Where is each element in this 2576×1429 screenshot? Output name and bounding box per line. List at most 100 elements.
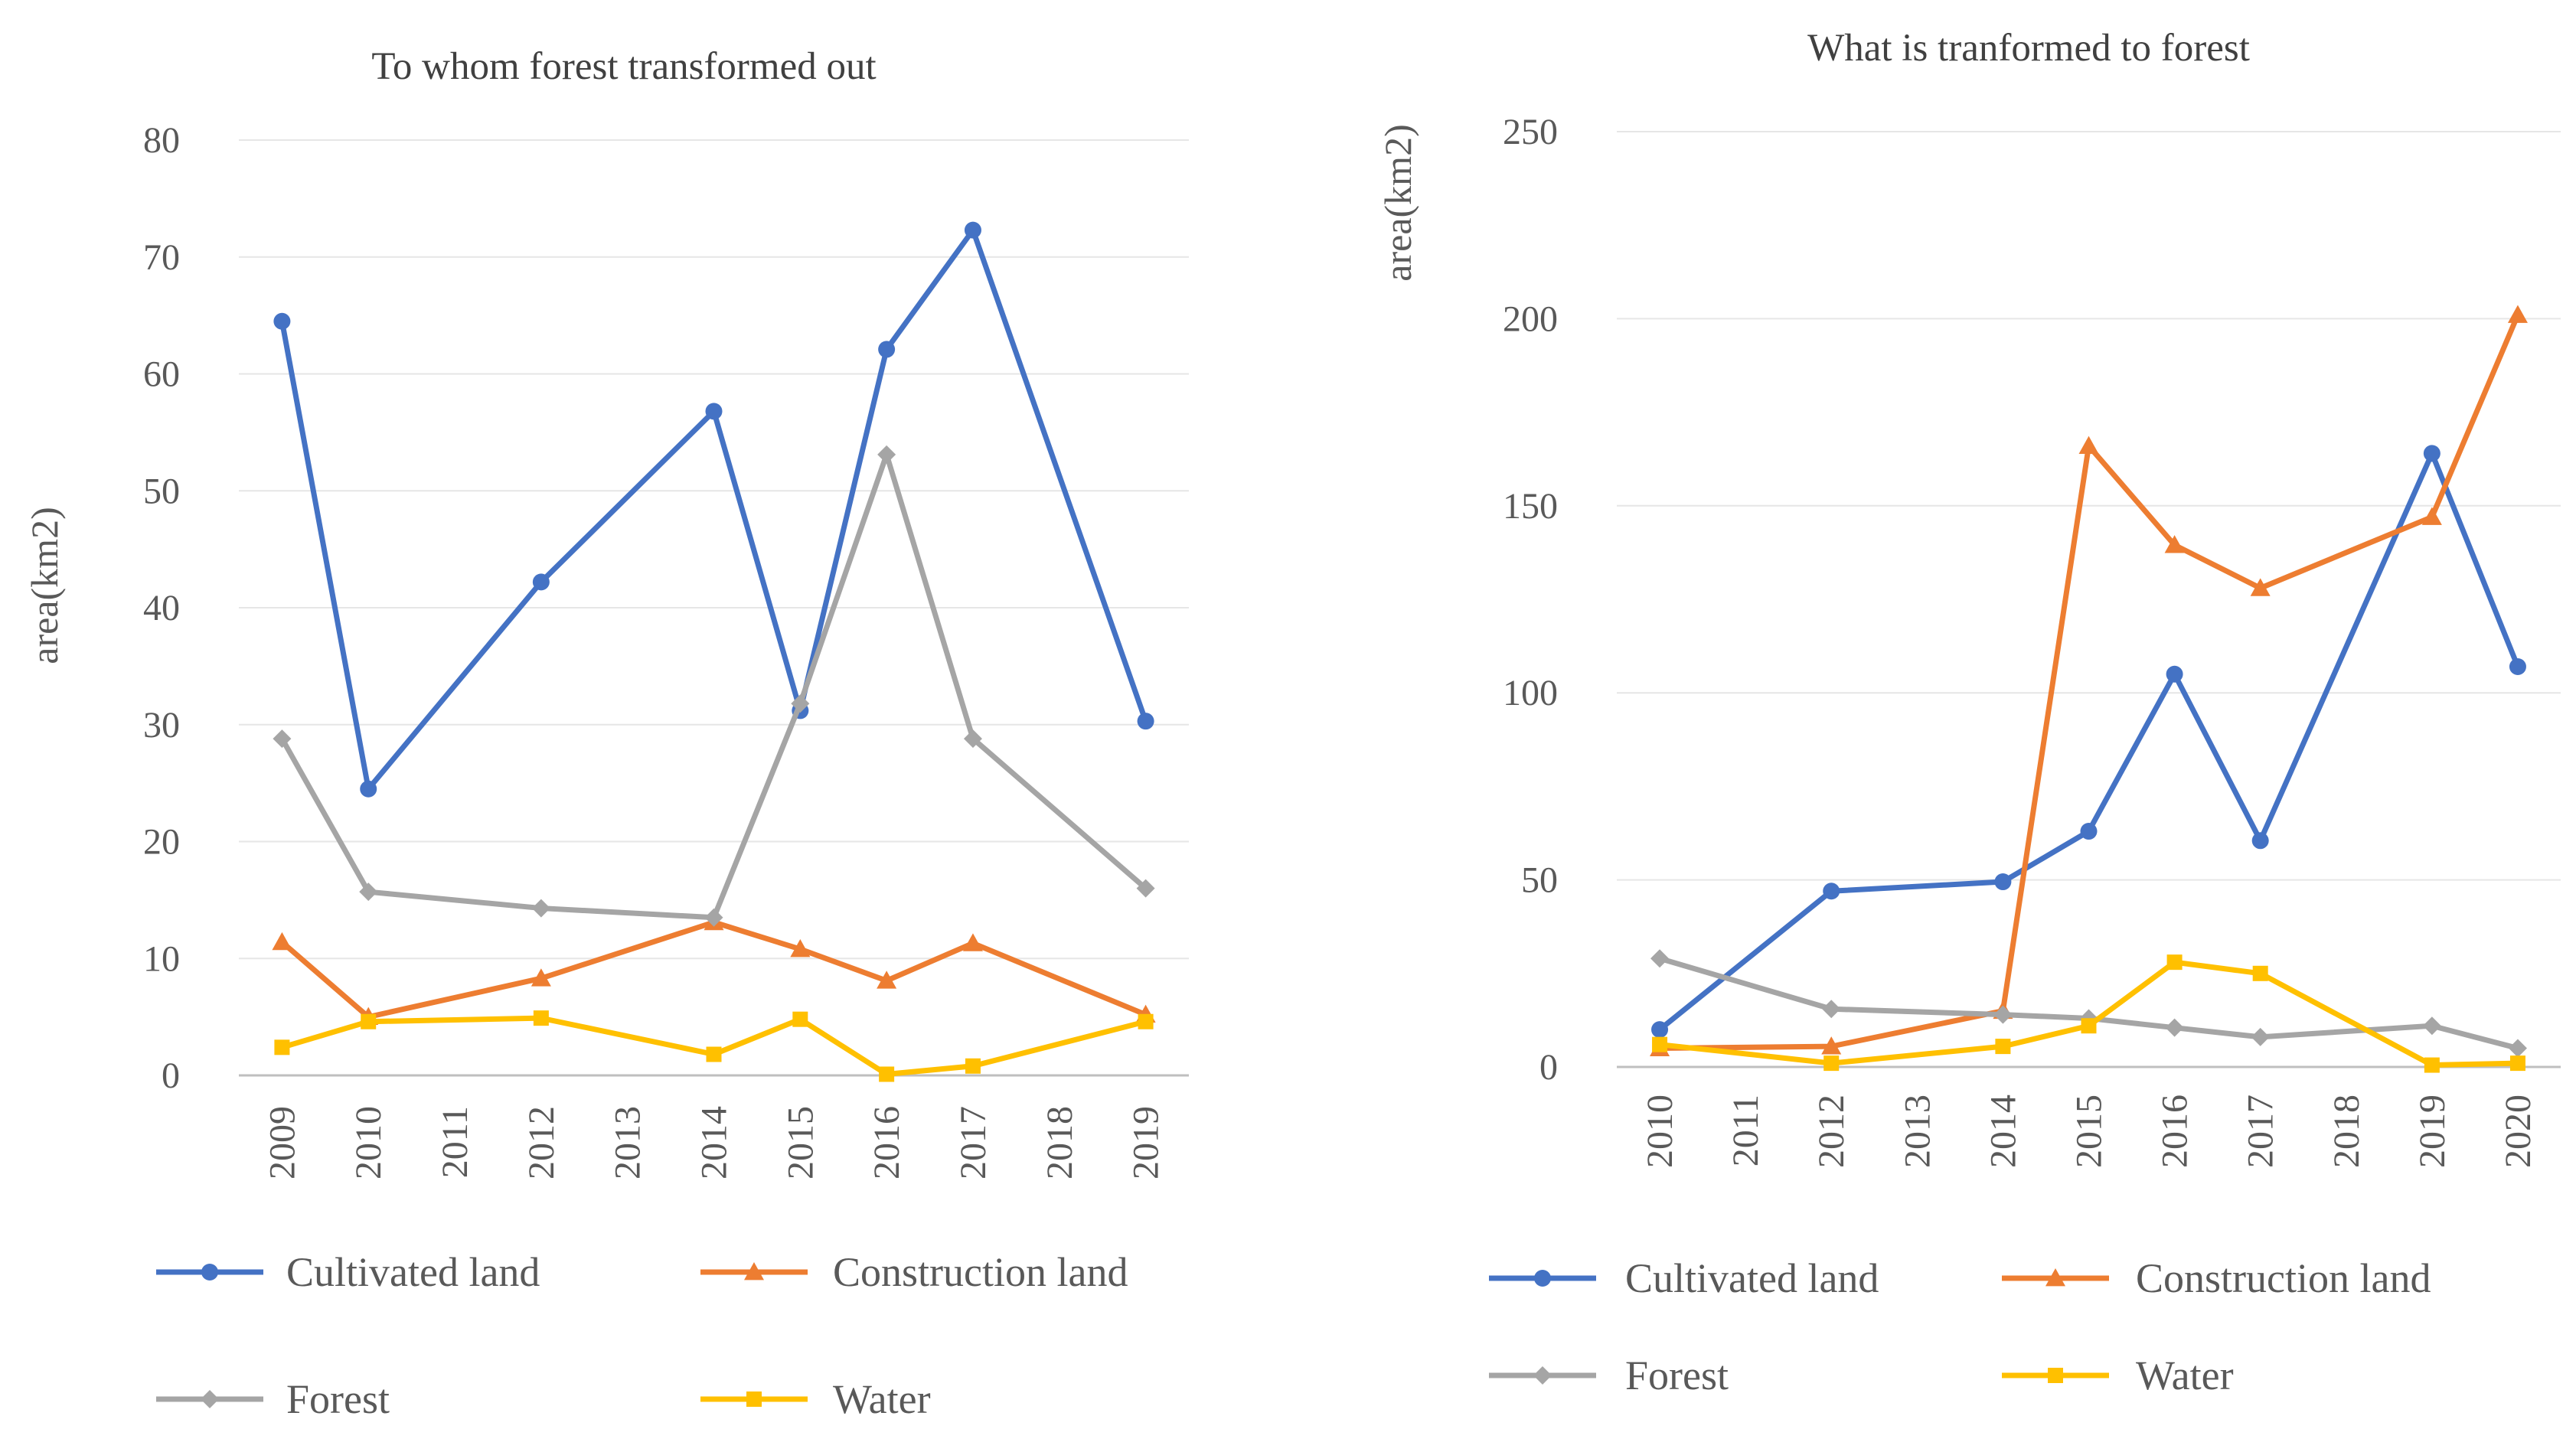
- right-series-line-water: [1657, 959, 2521, 1068]
- right-x-tick-label: 2020: [2498, 1095, 2538, 1168]
- left-x-tick-label: 2017: [953, 1106, 994, 1179]
- right-data-point-water: [2166, 954, 2183, 971]
- left-y-tick-label: 70: [143, 237, 180, 278]
- left-series-water: [274, 1010, 1154, 1082]
- right-data-point-forest: [1822, 1000, 1841, 1019]
- right-data-point-cultivated-land: [2423, 445, 2441, 462]
- left-legend-label: Water: [833, 1376, 931, 1422]
- right-data-point-construction-land: [2078, 436, 2099, 454]
- right-data-point-water: [1652, 1036, 1668, 1052]
- right-y-tick-label: 50: [1521, 860, 1558, 901]
- left-x-tick-label: 2016: [867, 1106, 907, 1179]
- right-legend-marker: [2045, 1268, 2065, 1287]
- right-y-tick-label: 0: [1539, 1047, 1558, 1088]
- left-data-point-water: [965, 1058, 981, 1074]
- right-data-point-water: [2424, 1057, 2440, 1073]
- left-legend-item-forest: Forest: [156, 1376, 390, 1422]
- left-data-point-construction-land: [531, 968, 551, 987]
- left-x-tick-label: 2012: [521, 1106, 562, 1179]
- left-data-point-forest: [1136, 879, 1155, 898]
- left-data-point-construction-land: [962, 933, 983, 951]
- chart-right-legend: Cultivated land Construction land Forest Wa…: [1489, 1255, 2431, 1398]
- right-y-tick-label: 200: [1503, 299, 1558, 339]
- right-data-point-water: [1823, 1055, 1840, 1072]
- left-legend-item-water: Water: [700, 1376, 931, 1422]
- right-data-point-construction-land: [2421, 507, 2442, 525]
- right-x-tick-label: 2013: [1897, 1095, 1938, 1168]
- chart-right-series: [1650, 305, 2528, 1073]
- left-data-point-cultivated-land: [360, 780, 377, 798]
- right-legend-marker: [2048, 1368, 2063, 1383]
- left-series-line-forest: [279, 452, 1149, 921]
- right-data-point-cultivated-land: [1651, 1021, 1669, 1039]
- right-x-tick-label: 2019: [2412, 1095, 2453, 1168]
- left-data-point-water: [879, 1066, 895, 1082]
- right-legend-item-water: Water: [2002, 1352, 2234, 1398]
- right-data-point-cultivated-land: [2509, 657, 2526, 675]
- left-data-point-forest: [877, 445, 896, 464]
- left-legend-marker: [201, 1390, 219, 1408]
- left-x-tick-label: 2011: [435, 1106, 475, 1178]
- right-data-point-forest: [2165, 1018, 2184, 1037]
- right-data-point-cultivated-land: [2251, 832, 2269, 850]
- left-legend-label: Cultivated land: [286, 1249, 540, 1295]
- left-data-point-water: [361, 1013, 377, 1029]
- left-x-tick-label: 2015: [780, 1106, 821, 1179]
- left-data-point-cultivated-land: [1137, 713, 1154, 730]
- left-data-point-cultivated-land: [273, 312, 291, 330]
- left-legend-marker: [746, 1391, 762, 1407]
- right-legend-marker: [1533, 1366, 1552, 1385]
- left-y-tick-label: 20: [143, 822, 180, 863]
- left-data-point-construction-land: [790, 939, 811, 958]
- right-x-tick-label: 2015: [2069, 1095, 2110, 1168]
- left-series-line-cultivated-land: [279, 227, 1149, 792]
- left-legend-marker: [744, 1262, 764, 1281]
- left-x-tick-label: 2010: [348, 1106, 389, 1179]
- left-data-point-cultivated-land: [964, 221, 981, 239]
- right-series-construction-land: [1650, 305, 2528, 1056]
- right-series-line-construction-land: [1657, 312, 2521, 1052]
- left-series-cultivated-land: [273, 221, 1154, 798]
- left-x-tick-label: 2019: [1126, 1106, 1167, 1179]
- left-x-tick-label: 2009: [262, 1106, 302, 1179]
- right-legend-label: Cultivated land: [1625, 1255, 1879, 1301]
- chart-left-y-ticks: 0 10 20 30 40 50 60 70 80: [143, 120, 180, 1096]
- left-series-line-water: [279, 1015, 1149, 1077]
- left-series-construction-land: [272, 912, 1156, 1026]
- left-data-point-water: [1138, 1013, 1154, 1029]
- chart-right-gridlines: [1617, 131, 2561, 881]
- left-data-point-forest: [791, 694, 810, 713]
- right-data-point-construction-land: [2164, 535, 2185, 553]
- right-data-point-construction-land: [1821, 1036, 1842, 1055]
- left-legend-item-construction-land: Construction land: [700, 1249, 1128, 1295]
- left-series-line-construction-land: [279, 919, 1149, 1020]
- left-data-point-forest: [531, 899, 550, 918]
- right-legend-item-cultivated-land: Cultivated land: [1489, 1255, 1879, 1301]
- right-data-point-forest: [2422, 1016, 2441, 1036]
- right-legend-label: Construction land: [2136, 1255, 2431, 1301]
- left-data-point-cultivated-land: [878, 341, 896, 358]
- left-data-point-forest: [359, 883, 378, 902]
- chart-left-x-ticks: 2009 2010 2011 2012 2013 2014 2015 2016 2017 2018…: [239, 1074, 1189, 1179]
- right-data-point-construction-land: [2507, 305, 2528, 323]
- right-data-point-construction-land: [2250, 578, 2271, 596]
- left-y-tick-label: 30: [143, 705, 180, 745]
- right-data-point-forest: [2251, 1027, 2270, 1046]
- chart-left-y-axis-label: area(km2): [23, 507, 66, 664]
- right-series-line-forest: [1657, 955, 2521, 1052]
- right-data-point-cultivated-land: [2166, 665, 2183, 683]
- right-x-tick-label: 2011: [1725, 1095, 1766, 1166]
- left-y-tick-label: 80: [143, 120, 180, 161]
- right-y-tick-label: 150: [1503, 486, 1558, 527]
- right-legend-label: Forest: [1625, 1352, 1729, 1398]
- right-data-point-forest: [2508, 1039, 2527, 1058]
- right-x-tick-label: 2017: [2241, 1095, 2281, 1168]
- left-data-point-water: [274, 1039, 290, 1055]
- left-data-point-forest: [704, 908, 723, 927]
- right-data-point-forest: [1650, 949, 1670, 968]
- left-legend-item-cultivated-land: Cultivated land: [156, 1249, 540, 1295]
- right-y-tick-label: 250: [1503, 112, 1558, 152]
- right-data-point-water: [2509, 1055, 2525, 1072]
- chart-right-title: What is tranformed to forest: [1807, 27, 2250, 70]
